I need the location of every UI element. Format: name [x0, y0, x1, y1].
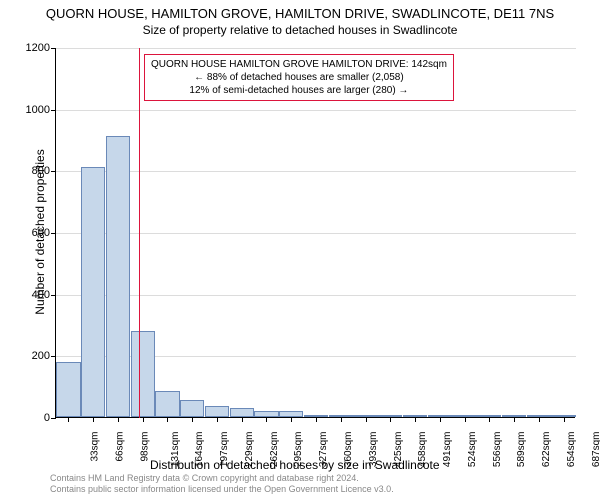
x-tick-mark	[539, 417, 540, 422]
histogram-bar	[230, 408, 254, 417]
gridline	[56, 48, 576, 49]
y-tick-mark	[51, 48, 56, 49]
plot-region: 02004006008001000120033sqm66sqm98sqm131s…	[55, 48, 575, 418]
x-tick-mark	[242, 417, 243, 422]
x-tick-mark	[465, 417, 466, 422]
y-tick-label: 1200	[26, 42, 50, 54]
gridline	[56, 233, 576, 234]
x-tick-mark	[143, 417, 144, 422]
gridline	[56, 171, 576, 172]
x-tick-label: 622sqm	[541, 432, 552, 468]
y-axis-label: Number of detached properties	[33, 107, 47, 357]
x-tick-mark	[390, 417, 391, 422]
x-tick-mark	[192, 417, 193, 422]
x-tick-mark	[291, 417, 292, 422]
x-tick-label: 589sqm	[516, 432, 527, 468]
y-tick-mark	[51, 295, 56, 296]
histogram-bar	[81, 167, 105, 417]
x-tick-mark	[514, 417, 515, 422]
annotation-line2: ← 88% of detached houses are smaller (2,…	[151, 71, 447, 84]
x-tick-mark	[266, 417, 267, 422]
x-tick-label: 33sqm	[90, 432, 101, 462]
footer-line2: Contains public sector information licen…	[50, 484, 394, 496]
x-tick-label: 556sqm	[492, 432, 503, 468]
x-tick-mark	[489, 417, 490, 422]
footer-attribution: Contains HM Land Registry data © Crown c…	[50, 473, 394, 496]
x-tick-mark	[93, 417, 94, 422]
histogram-bar	[56, 362, 80, 418]
gridline	[56, 295, 576, 296]
y-tick-mark	[51, 233, 56, 234]
chart-title-main: QUORN HOUSE, HAMILTON GROVE, HAMILTON DR…	[0, 0, 600, 21]
histogram-bar	[131, 331, 155, 417]
reference-line	[139, 48, 140, 418]
gridline	[56, 110, 576, 111]
y-tick-mark	[51, 418, 56, 419]
x-tick-mark	[341, 417, 342, 422]
y-tick-mark	[51, 171, 56, 172]
x-tick-mark	[118, 417, 119, 422]
x-axis-label: Distribution of detached houses by size …	[150, 458, 440, 472]
histogram-bar	[106, 136, 130, 417]
x-tick-mark	[316, 417, 317, 422]
x-tick-mark	[415, 417, 416, 422]
x-tick-mark	[440, 417, 441, 422]
x-tick-mark	[366, 417, 367, 422]
chart-area: 02004006008001000120033sqm66sqm98sqm131s…	[55, 48, 575, 418]
x-tick-mark	[217, 417, 218, 422]
footer-line1: Contains HM Land Registry data © Crown c…	[50, 473, 394, 485]
x-tick-label: 66sqm	[115, 432, 126, 462]
annotation-box: QUORN HOUSE HAMILTON GROVE HAMILTON DRIV…	[144, 54, 454, 101]
chart-title-sub: Size of property relative to detached ho…	[0, 21, 600, 37]
histogram-bar	[155, 391, 179, 417]
x-tick-label: 491sqm	[442, 432, 453, 468]
x-tick-label: 98sqm	[139, 432, 150, 462]
x-tick-mark	[564, 417, 565, 422]
x-tick-mark	[167, 417, 168, 422]
x-tick-label: 654sqm	[566, 432, 577, 468]
y-tick-label: 0	[44, 412, 50, 424]
annotation-line3: 12% of semi-detached houses are larger (…	[151, 84, 447, 97]
y-tick-mark	[51, 110, 56, 111]
annotation-line1: QUORN HOUSE HAMILTON GROVE HAMILTON DRIV…	[151, 58, 447, 71]
x-tick-label: 524sqm	[467, 432, 478, 468]
histogram-bar	[205, 406, 229, 417]
x-tick-label: 687sqm	[591, 432, 600, 468]
y-tick-mark	[51, 356, 56, 357]
histogram-bar	[180, 400, 204, 417]
x-tick-mark	[68, 417, 69, 422]
